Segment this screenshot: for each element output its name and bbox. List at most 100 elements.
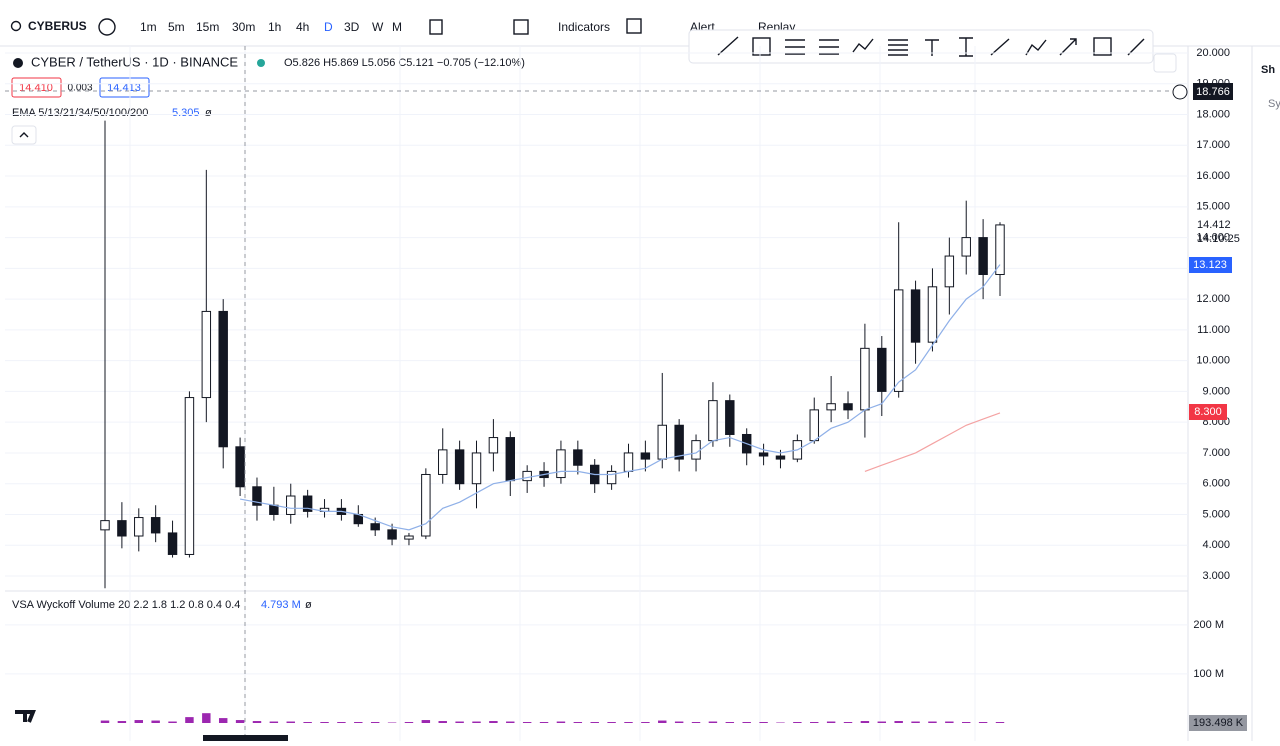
- y-tick-label: 20.000: [1196, 47, 1230, 59]
- volume-bar: [101, 721, 109, 723]
- volume-bar: [945, 722, 953, 723]
- volume-bar: [472, 722, 480, 723]
- fullscreen-button[interactable]: [1154, 54, 1176, 72]
- candle-body: [759, 453, 767, 456]
- y-tick-label: 15.000: [1196, 201, 1230, 213]
- volume-tick-label: 100 M: [1193, 668, 1224, 680]
- volume-bar: [827, 722, 835, 723]
- interval-button[interactable]: W: [372, 20, 384, 34]
- volume-bar: [574, 722, 582, 723]
- candle-body: [607, 471, 615, 483]
- ema-fast-price: 13.123: [1193, 259, 1227, 271]
- candle-body: [962, 238, 970, 256]
- candle-body: [236, 447, 244, 487]
- volume-bar: [455, 722, 463, 723]
- crosshair-price: 18.766: [1196, 86, 1230, 98]
- candle-body: [405, 536, 413, 539]
- volume-bar: [911, 722, 919, 723]
- volume-bar: [928, 722, 936, 723]
- candle-body: [101, 521, 109, 530]
- volume-bar: [185, 717, 193, 723]
- interval-button[interactable]: 1h: [268, 20, 281, 34]
- volume-bar: [270, 722, 278, 723]
- ema-symbol: ø: [205, 107, 212, 119]
- market-status: [257, 59, 265, 67]
- volume-bar: [303, 722, 311, 723]
- volume-bar: [607, 722, 615, 723]
- last-price: 14.412: [1197, 219, 1231, 231]
- legend-ohlc: O5.826 H5.869 L5.056 C5.121 −0.705 (−12.…: [284, 57, 525, 69]
- y-tick-label: 9.000: [1202, 385, 1230, 397]
- volume-bar: [590, 722, 598, 723]
- volume-symbol: ø: [305, 599, 312, 611]
- candle-body: [185, 398, 193, 555]
- candle-body: [709, 401, 717, 441]
- candle-body: [861, 348, 869, 410]
- volume-bar: [726, 722, 734, 723]
- candle-body: [776, 456, 784, 459]
- volume-bar: [354, 722, 362, 723]
- volume-bar: [810, 722, 818, 723]
- interval-button[interactable]: 5m: [168, 20, 185, 34]
- candle-body: [202, 311, 210, 397]
- interval-button[interactable]: 4h: [296, 20, 309, 34]
- candle-body: [827, 404, 835, 410]
- drawing-toolbar-panel: [689, 30, 1153, 63]
- interval-button[interactable]: 15m: [196, 20, 219, 34]
- y-tick-label: 7.000: [1202, 447, 1230, 459]
- interval-button[interactable]: 30m: [232, 20, 255, 34]
- volume-bar: [793, 722, 801, 723]
- y-tick-label: 17.000: [1196, 139, 1230, 151]
- indicators-button[interactable]: Indicators: [558, 20, 610, 34]
- volume-bar: [692, 722, 700, 723]
- candle-body: [439, 450, 447, 475]
- y-tick-label: 3.000: [1202, 570, 1230, 582]
- volume-bar: [523, 722, 531, 723]
- symbol-logo: [13, 58, 23, 68]
- volume-bar: [506, 722, 514, 723]
- volume-bar: [489, 721, 497, 723]
- interval-button[interactable]: 3D: [344, 20, 360, 34]
- volume-bar: [371, 722, 379, 723]
- volume-bar: [709, 722, 717, 723]
- volume-bar: [151, 721, 159, 723]
- candle-body: [624, 453, 632, 471]
- ema-slow-price: 8.300: [1194, 406, 1222, 418]
- candle-body: [388, 530, 396, 539]
- candle-body: [658, 425, 666, 459]
- y-tick-label: 18.000: [1196, 108, 1230, 120]
- crosshair-plus[interactable]: [1173, 85, 1187, 99]
- countdown: 14:10:25: [1197, 233, 1240, 245]
- collapse-button[interactable]: [12, 126, 36, 144]
- candle-body: [523, 471, 531, 480]
- candle-body: [726, 401, 734, 435]
- volume-bar: [557, 722, 565, 723]
- candle-body: [219, 311, 227, 446]
- y-tick-label: 12.000: [1196, 293, 1230, 305]
- candle-body: [422, 474, 430, 536]
- candle-body: [287, 496, 295, 514]
- interval-button[interactable]: D: [324, 20, 333, 34]
- symbol[interactable]: CYBERUS: [28, 19, 87, 33]
- volume-bar: [624, 722, 632, 723]
- candle-body: [641, 453, 649, 459]
- candle-body: [878, 348, 886, 391]
- volume-bar: [337, 722, 345, 723]
- volume-bar: [962, 722, 970, 723]
- interval-button[interactable]: 1m: [140, 20, 157, 34]
- volume-name: VSA Wyckoff Volume 20 2.2 1.8 1.2 0.8 0.…: [12, 599, 240, 611]
- volume-bar: [439, 721, 447, 723]
- legend-title: CYBER / TetherUS · 1D · BINANCE: [31, 54, 238, 69]
- volume-bar: [894, 721, 902, 723]
- volume-bar: [742, 722, 750, 723]
- y-tick-label: 10.000: [1196, 355, 1230, 367]
- volume-bar: [202, 713, 210, 723]
- interval-button[interactable]: M: [392, 20, 402, 34]
- candle-body: [979, 238, 987, 275]
- volume-bar: [118, 721, 126, 723]
- candle-body: [911, 290, 919, 342]
- volume-bar: [641, 722, 649, 723]
- ema-name: EMA 5/13/21/34/50/100/200: [12, 107, 148, 119]
